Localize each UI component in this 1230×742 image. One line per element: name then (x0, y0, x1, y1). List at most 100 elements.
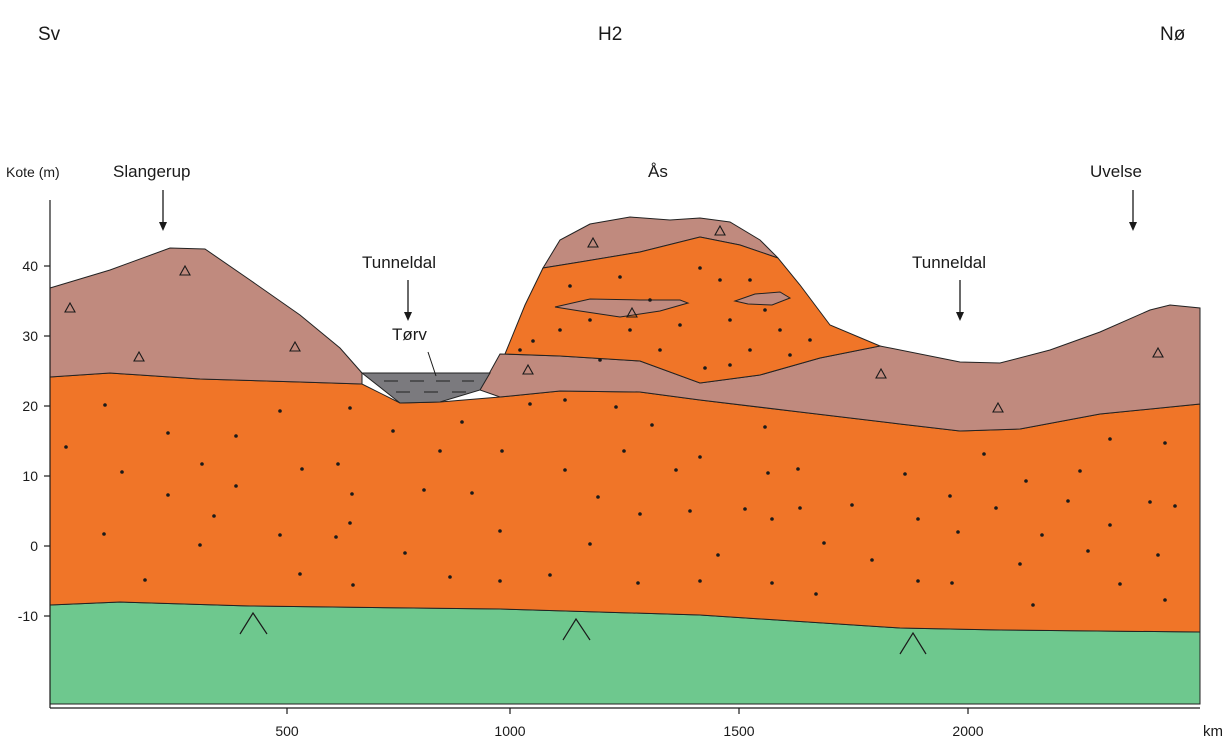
sand-dot (448, 575, 452, 579)
sand-dot (716, 553, 720, 557)
sand-dot (770, 517, 774, 521)
sand-dot (628, 328, 632, 332)
bedrock-symbol-3 (899, 631, 927, 655)
till-triangle (992, 401, 1004, 413)
sand-dot (568, 284, 572, 288)
sand-dot (500, 449, 504, 453)
sand-dot (1078, 469, 1082, 473)
sand-dot (1173, 504, 1177, 508)
sand-dot (334, 535, 338, 539)
sand-dot (588, 542, 592, 546)
till-lens-east (733, 291, 792, 306)
sand-dot (748, 278, 752, 282)
sand-dot (614, 405, 618, 409)
sand-dot (796, 467, 800, 471)
sand-dot (1163, 441, 1167, 445)
sand-dot (1086, 549, 1090, 553)
sand-dot (814, 592, 818, 596)
till-triangles (64, 224, 1164, 413)
uvelse-label: Uvelse (1090, 162, 1142, 181)
sand-dot (438, 449, 442, 453)
sand-dot (548, 573, 552, 577)
till-lens-west (554, 298, 690, 318)
sand-dot (422, 488, 426, 492)
till-triangle (626, 306, 638, 318)
sand-dot (618, 275, 622, 279)
sand-dot (728, 318, 732, 322)
sand-dot (1066, 499, 1070, 503)
sand-dot (728, 363, 732, 367)
y-tick-label: -10 (18, 608, 38, 624)
sand-dot (1163, 598, 1167, 602)
sand-gravel-as-core (504, 236, 882, 384)
sand-dot (674, 468, 678, 472)
sand-dot (916, 517, 920, 521)
sand-dot (766, 471, 770, 475)
tunneldal-label-2: Tunneldal (912, 253, 986, 272)
tunneldal-label-1: Tunneldal (362, 253, 436, 272)
y-tick-label: 0 (30, 538, 38, 554)
sand-dot (64, 445, 68, 449)
sand-dot (531, 339, 535, 343)
sand-dot (850, 503, 854, 507)
y-tick-label: 10 (22, 468, 38, 484)
y-axis-label: Kote (m) (6, 164, 60, 180)
sand-dot (212, 514, 216, 518)
sand-dot (698, 579, 702, 583)
y-tick-label: 20 (22, 398, 38, 414)
till-triangle (179, 264, 191, 276)
axes (49, 200, 1200, 709)
sand-dot (698, 266, 702, 270)
sand-dot (1118, 582, 1122, 586)
sand-dot (391, 429, 395, 433)
arrow-uvelse (1129, 190, 1137, 231)
sand-dot (498, 579, 502, 583)
sand-dot (1040, 533, 1044, 537)
till-layer-west (49, 247, 363, 385)
sand-dot (903, 472, 907, 476)
x-tick-label: 1500 (723, 723, 754, 739)
sand-dot (143, 578, 147, 582)
sand-dot (788, 353, 792, 357)
sand-dot (808, 338, 812, 342)
y-tick-label: 40 (22, 258, 38, 274)
bedrock-symbol-2 (562, 617, 591, 641)
sand-dot (778, 328, 782, 332)
sand-dot (120, 470, 124, 474)
sand-dot (596, 495, 600, 499)
sand-dot (688, 509, 692, 513)
sand-dot (598, 358, 602, 362)
direction-h2-label: H2 (598, 24, 622, 45)
sand-dot (563, 468, 567, 472)
sand-dot (518, 348, 522, 352)
sand-dot (994, 506, 998, 510)
till-triangle (1152, 346, 1164, 358)
sand-dot (870, 558, 874, 562)
till-triangle (714, 224, 726, 236)
sand-dot (350, 492, 354, 496)
direction-ne-label: Nø (1160, 24, 1186, 45)
sand-dot (770, 581, 774, 585)
x-ticks: 500 1000 1500 2000 (275, 708, 984, 739)
sand-dot (636, 581, 640, 585)
sand-dot (460, 420, 464, 424)
sand-dot (748, 348, 752, 352)
x-axis-unit: km (1203, 723, 1223, 740)
sand-dot (166, 493, 170, 497)
sand-dot (948, 494, 952, 498)
arrow-tunneldal-2 (956, 280, 964, 321)
x-tick-label: 500 (275, 723, 299, 739)
sand-dot (956, 530, 960, 534)
sand-dot (763, 425, 767, 429)
sand-dot (763, 308, 767, 312)
sand-dot (200, 462, 204, 466)
slangerup-label: Slangerup (113, 162, 191, 181)
x-tick-label: 2000 (952, 723, 983, 739)
sand-dot (650, 423, 654, 427)
till-triangle (133, 350, 145, 362)
till-triangle (522, 363, 534, 375)
x-tick-label: 1000 (494, 723, 525, 739)
sand-dot (950, 581, 954, 585)
sand-dot (166, 431, 170, 435)
sand-dot (658, 348, 662, 352)
